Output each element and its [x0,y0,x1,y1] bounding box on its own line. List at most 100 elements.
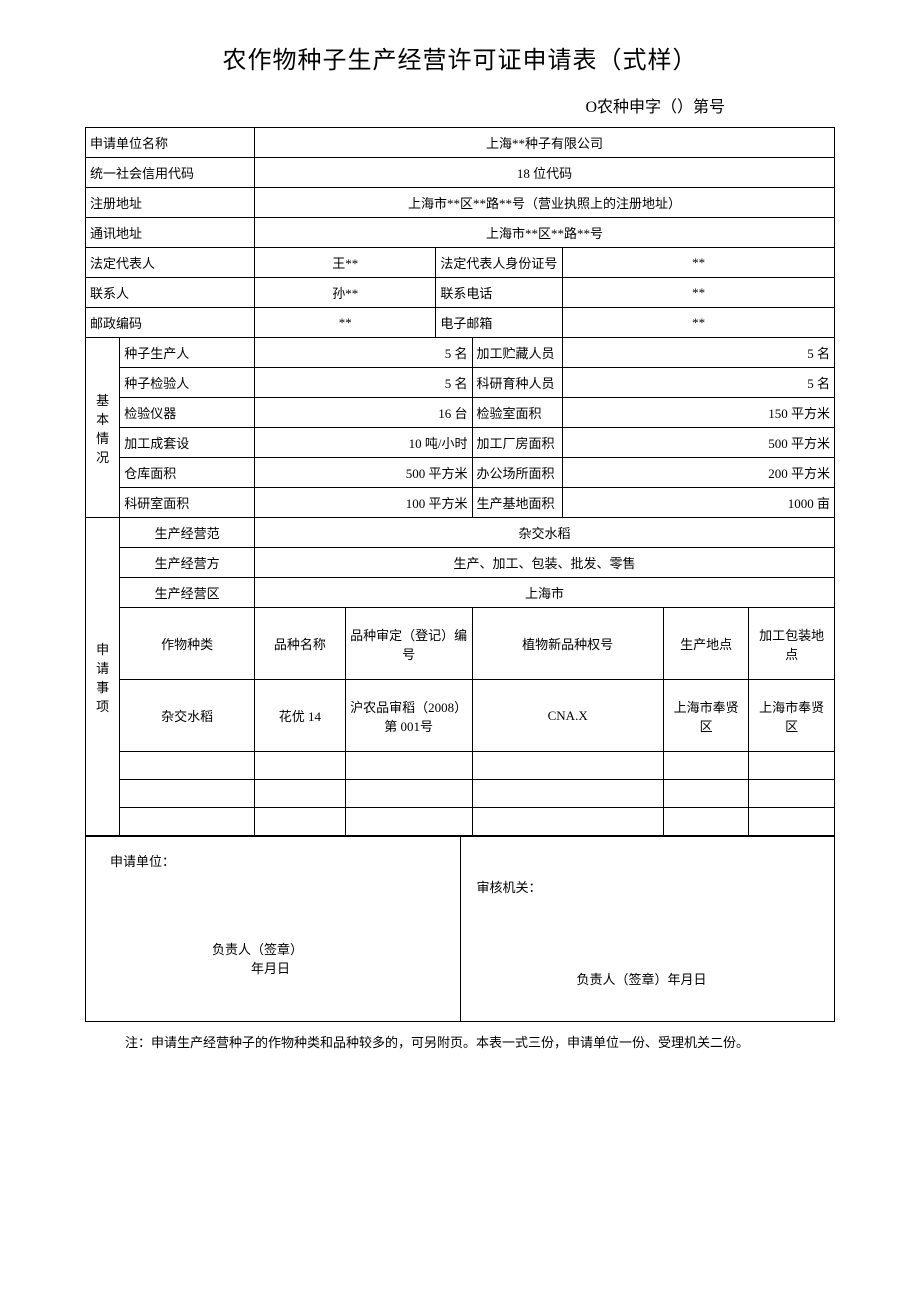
value-region: 上海市 [255,578,835,608]
val-plant-right: CNA.X [472,680,663,752]
empty-cell [663,808,749,836]
value-scope: 杂交水稻 [255,518,835,548]
label-phone: 联系电话 [436,278,563,308]
value-social-credit: 18 位代码 [255,158,835,188]
empty-cell [255,752,346,780]
value-warehouse-area: 500 平方米 [255,458,472,488]
value-contact: 孙** [255,278,436,308]
value-applicant-unit: 上海**种子有限公司 [255,128,835,158]
applicant-signature-cell: 申请单位： 负责人（签章） 年月日 [86,837,461,1022]
col-proc-loc: 加工包装地点 [749,608,835,680]
table-row: 加工成套设 10 吨/小时 加工厂房面积 500 平方米 [86,428,835,458]
value-base-area: 1000 亩 [563,488,835,518]
label-warehouse-area: 仓库面积 [120,458,255,488]
value-phone: ** [563,278,835,308]
col-crop-type: 作物种类 [120,608,255,680]
value-email: ** [563,308,835,338]
label-legal-rep-id: 法定代表人身份证号 [436,248,563,278]
value-mail-addr: 上海市**区**路**号 [255,218,835,248]
label-basic-group: 基本情况 [86,338,120,518]
label-process-staff: 加工贮藏人员 [472,338,563,368]
val-prod-loc: 上海市奉贤区 [663,680,749,752]
empty-cell [345,752,472,780]
label-research-staff: 科研育种人员 [472,368,563,398]
empty-cell [255,808,346,836]
label-process-equip: 加工成套设 [120,428,255,458]
document-number: O农种申字（）第号 [85,93,835,117]
value-seed-producer: 5 名 [255,338,472,368]
label-legal-rep: 法定代表人 [86,248,255,278]
label-seed-producer: 种子生产人 [120,338,255,368]
table-row: 注册地址 上海市**区**路**号（营业执照上的注册地址） [86,188,835,218]
label-review-sign: 审核机关： [477,877,542,896]
application-table: 申请单位名称 上海**种子有限公司 统一社会信用代码 18 位代码 注册地址 上… [85,127,835,836]
value-process-area: 500 平方米 [563,428,835,458]
table-row: 法定代表人 王** 法定代表人身份证号 ** [86,248,835,278]
label-process-area: 加工厂房面积 [472,428,563,458]
table-row: 申请事项 生产经营范 杂交水稻 [86,518,835,548]
value-legal-rep: 王** [255,248,436,278]
label-scope: 生产经营范 [120,518,255,548]
label-apply-group: 申请事项 [86,518,120,836]
table-row: 种子检验人 5 名 科研育种人员 5 名 [86,368,835,398]
empty-cell [472,780,663,808]
table-row: 生产经营方 生产、加工、包装、批发、零售 [86,548,835,578]
label-email: 电子邮箱 [436,308,563,338]
val-crop-type: 杂交水稻 [120,680,255,752]
table-row: 申请单位名称 上海**种子有限公司 [86,128,835,158]
table-row: 邮政编码 ** 电子邮箱 ** [86,308,835,338]
empty-cell [255,780,346,808]
empty-cell [472,752,663,780]
label-region: 生产经营区 [120,578,255,608]
val-variety-approval: 沪农品审稻（2008） 第 001号 [345,680,472,752]
empty-cell [120,752,255,780]
value-reg-addr: 上海市**区**路**号（营业执照上的注册地址） [255,188,835,218]
label-mode: 生产经营方 [120,548,255,578]
review-signature-cell: 审核机关： 负责人（签章）年月日 [460,837,835,1022]
empty-cell [345,808,472,836]
label-base-area: 生产基地面积 [472,488,563,518]
label-inspect-equip: 检验仪器 [120,398,255,428]
value-seed-inspector: 5 名 [255,368,472,398]
table-row [86,752,835,780]
col-prod-loc: 生产地点 [663,608,749,680]
label-signer: 负责人（签章） [212,942,303,957]
label-contact: 联系人 [86,278,255,308]
value-research-staff: 5 名 [563,368,835,398]
table-row: 联系人 孙** 联系电话 ** [86,278,835,308]
empty-cell [120,780,255,808]
label-inspect-area: 检验室面积 [472,398,563,428]
table-row: 基本情况 种子生产人 5 名 加工贮藏人员 5 名 [86,338,835,368]
label-signer2: 负责人（签章）年月日 [577,972,707,987]
value-legal-rep-id: ** [563,248,835,278]
label-office-area: 办公场所面积 [472,458,563,488]
value-postcode: ** [255,308,436,338]
col-plant-right: 植物新品种权号 [472,608,663,680]
empty-cell [663,752,749,780]
empty-cell [749,780,835,808]
label-applicant-unit: 申请单位名称 [86,128,255,158]
value-office-area: 200 平方米 [563,458,835,488]
empty-cell [749,808,835,836]
col-variety-name: 品种名称 [255,608,346,680]
label-seed-inspector: 种子检验人 [120,368,255,398]
label-date: 年月日 [251,961,290,976]
val-proc-loc: 上海市奉贤区 [749,680,835,752]
empty-cell [749,752,835,780]
note-text: 注：申请生产经营种子的作物种类和品种较多的，可另附页。本表一式三份，申请单位一份… [85,1032,835,1054]
value-process-equip: 10 吨/小时 [255,428,472,458]
value-inspect-area: 150 平方米 [563,398,835,428]
value-process-staff: 5 名 [563,338,835,368]
table-row [86,808,835,836]
table-row [86,780,835,808]
col-variety-approval: 品种审定（登记）编号 [345,608,472,680]
label-social-credit: 统一社会信用代码 [86,158,255,188]
table-row: 仓库面积 500 平方米 办公场所面积 200 平方米 [86,458,835,488]
value-inspect-equip: 16 台 [255,398,472,428]
table-row: 统一社会信用代码 18 位代码 [86,158,835,188]
value-mode: 生产、加工、包装、批发、零售 [255,548,835,578]
empty-cell [663,780,749,808]
signature-table: 申请单位： 负责人（签章） 年月日 审核机关： 负责人（签章）年月日 [85,836,835,1022]
table-row: 科研室面积 100 平方米 生产基地面积 1000 亩 [86,488,835,518]
table-row: 检验仪器 16 台 检验室面积 150 平方米 [86,398,835,428]
